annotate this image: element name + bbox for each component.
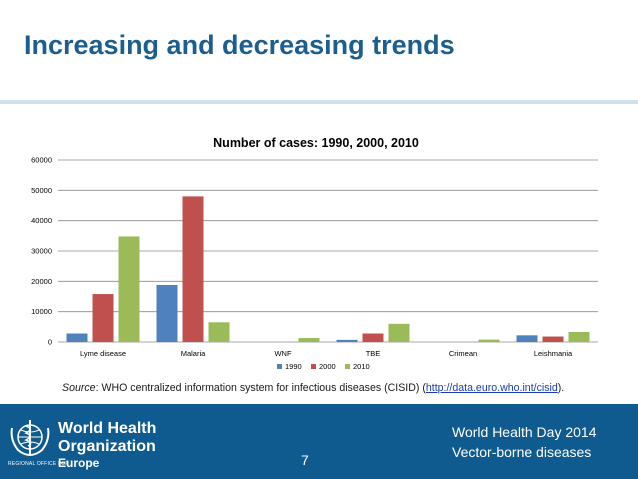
legend-label: 2010: [353, 362, 370, 371]
x-tick-label: WNF: [274, 349, 291, 358]
y-tick-label: 50000: [31, 186, 52, 195]
source-label: Source: [62, 382, 96, 394]
legend-label: 1990: [285, 362, 302, 371]
bar-2010: [478, 339, 500, 342]
org-name-line2: Organization: [58, 438, 156, 455]
source-text: : WHO centralized information system for…: [95, 382, 426, 394]
x-tick-label: Crimean: [449, 349, 477, 358]
y-tick-label: 30000: [31, 247, 52, 256]
bar-1990: [516, 335, 538, 342]
bar-1990: [156, 284, 178, 342]
bar-2000: [92, 294, 114, 342]
who-emblem-icon: [10, 420, 50, 457]
bar-2000: [182, 196, 204, 342]
region-caption: REGIONAL OFFICE FOR: [8, 461, 70, 467]
y-tick-label: 60000: [31, 156, 52, 165]
legend-label: 2000: [319, 362, 336, 371]
source-note: Source: WHO centralized information syst…: [62, 382, 564, 394]
footer-event-name: World Health Day 2014: [452, 424, 597, 440]
x-tick-label: Malaria: [181, 349, 206, 358]
y-tick-label: 10000: [31, 307, 52, 316]
footer-bar: World Health Organization REGIONAL OFFIC…: [0, 404, 638, 479]
footer-theme: Vector-borne diseases: [452, 444, 592, 460]
bar-2000: [362, 333, 384, 342]
page-number: 7: [301, 452, 309, 468]
source-end: ).: [557, 382, 565, 394]
x-tick-label: Leishmania: [534, 349, 573, 358]
y-tick-label: 20000: [31, 277, 52, 286]
bar-2010: [568, 331, 590, 342]
bar-2010: [118, 236, 140, 342]
y-tick-label: 0: [48, 338, 52, 347]
org-name-line1: World Health: [58, 420, 157, 437]
legend-swatch-2010: [345, 364, 350, 369]
y-tick-label: 40000: [31, 216, 52, 225]
bar-2010: [388, 323, 410, 342]
bar-2000: [542, 336, 564, 342]
bar-2010: [208, 322, 230, 342]
region-name: Europe: [58, 456, 100, 470]
x-tick-label: Lyme disease: [80, 349, 126, 358]
x-tick-label: TBE: [366, 349, 381, 358]
title-divider: [0, 100, 638, 104]
bar-2010: [298, 338, 320, 342]
slide-title: Increasing and decreasing trends: [24, 30, 455, 60]
bar-1990: [66, 333, 88, 342]
bar-1990: [336, 339, 358, 342]
bar-chart: Number of cases: 1990, 2000, 2010 0 10000…: [31, 136, 598, 371]
who-logo: World Health Organization REGIONAL OFFIC…: [8, 416, 156, 472]
legend-swatch-1990: [277, 364, 282, 369]
source-link[interactable]: http://data.euro.who.int/cisid: [425, 382, 558, 394]
legend-swatch-2000: [311, 364, 316, 369]
chart-title: Number of cases: 1990, 2000, 2010: [213, 136, 419, 150]
